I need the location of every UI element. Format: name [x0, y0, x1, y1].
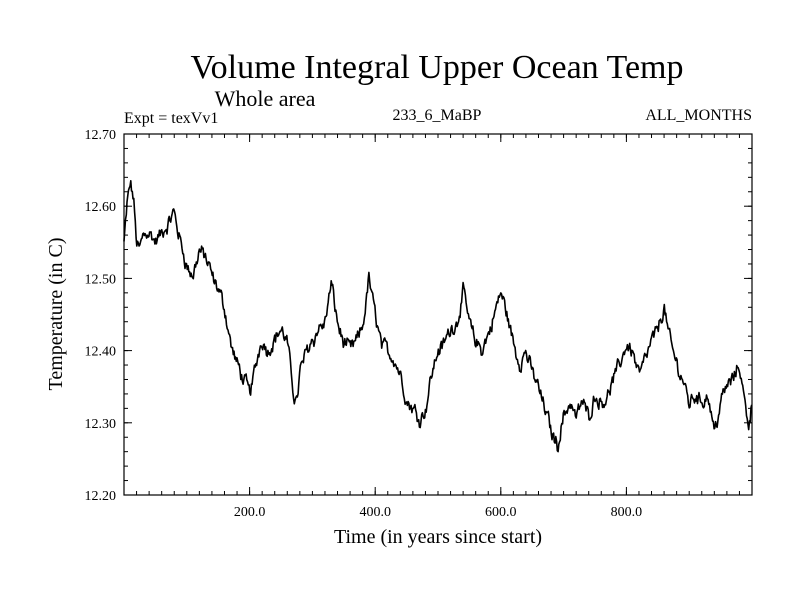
- chart-title: Volume Integral Upper Ocean Temp: [191, 49, 684, 86]
- axis-ticks: [124, 133, 752, 496]
- run-label: 233_6_MaBP: [393, 107, 482, 124]
- y-tick-label: 12.40: [85, 345, 117, 360]
- x-tick-label: 600.0: [485, 505, 517, 520]
- temperature-series-line: [123, 180, 753, 453]
- plot-frame: [123, 133, 753, 496]
- y-tick-label: 12.60: [85, 200, 117, 215]
- x-tick-label: 800.0: [611, 505, 643, 520]
- x-tick-labels: 200.0 400.0 600.0 800.0: [234, 505, 642, 520]
- x-tick-label: 200.0: [234, 505, 266, 520]
- months-label: ALL_MONTHS: [645, 107, 752, 124]
- y-tick-labels: 12.20 12.30 12.40 12.50 12.60 12.70: [85, 128, 117, 504]
- y-tick-label: 12.70: [85, 128, 117, 143]
- y-axis-label: Temperature (in C): [45, 238, 67, 391]
- y-tick-label: 12.50: [85, 272, 117, 287]
- expt-label: Expt = texVv1: [124, 110, 218, 127]
- x-tick-label: 400.0: [359, 505, 391, 520]
- x-axis-label: Time (in years since start): [334, 526, 542, 548]
- y-tick-label: 12.30: [85, 417, 117, 432]
- chart-subtitle: Whole area: [215, 86, 316, 111]
- y-tick-label: 12.20: [85, 489, 117, 504]
